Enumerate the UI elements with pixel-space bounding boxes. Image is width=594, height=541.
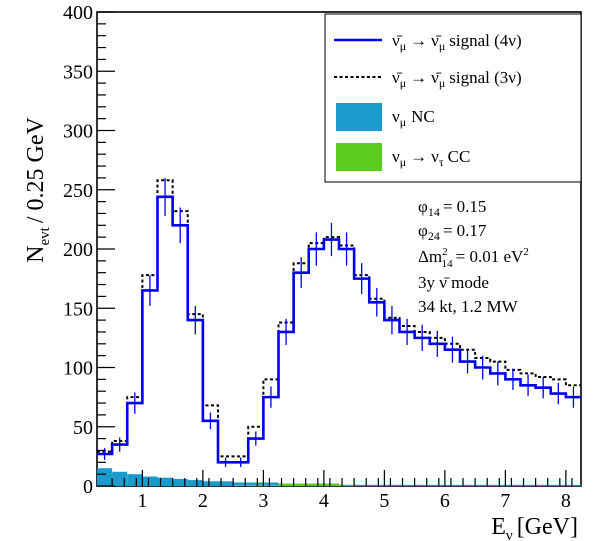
bar-nc-18: [369, 484, 385, 486]
bar-nc-0: [97, 468, 113, 486]
legend-swatch-nc: [336, 103, 382, 131]
param-dm14: Δm2 14 = 0.01 eV2: [418, 246, 529, 270]
bar-nc-7: [202, 481, 218, 486]
bar-nc-30: [550, 484, 566, 486]
bar-nc-27: [505, 484, 521, 486]
bar-nc-26: [490, 484, 506, 486]
background-fills: [97, 468, 581, 486]
legend-entry-4nu: ν̄μ → ν̄μ signal (4ν): [392, 31, 522, 53]
y-tick-label-0: 0: [83, 476, 93, 498]
series-line-3nu: [97, 179, 581, 458]
legend-swatch-nutau: [336, 143, 382, 171]
series-line-4nu: [97, 195, 581, 464]
axes: 0 50 100 150 200 250 300 350 400 1 2 3 4 5 6 7 8: [63, 2, 573, 512]
bar-nutau-10: [248, 484, 264, 486]
y-tick-label-350: 350: [63, 61, 93, 83]
param-phi24: φ24 = 0.17: [418, 221, 487, 243]
y-tick-label-300: 300: [63, 121, 93, 143]
param-detector: 34 kt, 1.2 MW: [418, 297, 519, 316]
bar-nc-11: [263, 482, 279, 486]
bar-nutau-14: [308, 483, 324, 486]
bar-nc-24: [460, 484, 476, 486]
legend-entry-nutau: νμ → ντ CC: [392, 147, 470, 169]
bar-nc-10: [248, 482, 264, 486]
bar-nutau-15: [323, 483, 339, 486]
bar-nc-25: [475, 484, 491, 486]
histogram-lines: [97, 179, 581, 464]
bar-nc-6: [187, 480, 203, 486]
bar-nc-21: [414, 484, 430, 486]
bar-nc-8: [218, 481, 234, 486]
bar-nc-20: [399, 484, 415, 486]
y-tick-label-250: 250: [63, 180, 93, 202]
y-tick-label-50: 50: [73, 417, 93, 439]
legend: ν̄μ → ν̄μ signal (4ν) ν̄μ → ν̄μ signal (3ν) νμ…: [324, 13, 582, 183]
y-axis-label: Nevt/ 0.25 GeV: [23, 117, 53, 263]
bar-nc-17: [354, 484, 370, 486]
bar-nc-31: [565, 484, 581, 486]
bar-nutau-16: [339, 484, 355, 486]
x-tick-label-1: 1: [137, 490, 147, 512]
bar-nc-23: [444, 484, 460, 486]
y-tick-label-150: 150: [63, 298, 93, 320]
bar-nc-22: [429, 484, 445, 486]
x-axis-label: Eν [GeV]: [491, 514, 578, 541]
bar-nutau-9: [233, 484, 249, 486]
error-bars: [103, 177, 575, 468]
bar-nutau-12: [278, 483, 294, 486]
bar-nc-4: [157, 477, 173, 486]
x-tick-label-3: 3: [258, 490, 268, 512]
x-tick-label-5: 5: [379, 490, 389, 512]
legend-entry-3nu: ν̄μ → ν̄μ signal (3ν): [392, 68, 522, 90]
bar-nc-2: [127, 474, 143, 486]
y-tick-label-200: 200: [63, 239, 93, 261]
bar-nc-19: [384, 484, 400, 486]
x-tick-label-6: 6: [440, 490, 450, 512]
bar-nc-28: [520, 484, 536, 486]
param-phi14: φ14 = 0.15: [418, 197, 486, 219]
bar-nc-1: [112, 471, 128, 486]
bar-nc-9: [233, 482, 249, 486]
y-tick-label-100: 100: [63, 358, 93, 380]
x-tick-label-7: 7: [500, 490, 510, 512]
y-tick-label-400: 400: [63, 2, 93, 24]
bar-nc-5: [172, 478, 188, 486]
x-tick-label-4: 4: [319, 490, 329, 512]
bar-nc-29: [535, 484, 551, 486]
parameter-annotation: φ14 = 0.15 φ24 = 0.17 Δm2 14 = 0.01 eV2 3y ν…: [418, 197, 529, 316]
x-tick-label-8: 8: [561, 490, 571, 512]
legend-entry-nc: νμ NC: [392, 107, 435, 129]
param-mode: 3y ν̄ mode: [418, 273, 489, 292]
x-tick-label-2: 2: [198, 490, 208, 512]
bar-nutau-11: [263, 484, 279, 486]
bar-nutau-13: [293, 483, 309, 486]
bar-nc-3: [142, 476, 158, 486]
